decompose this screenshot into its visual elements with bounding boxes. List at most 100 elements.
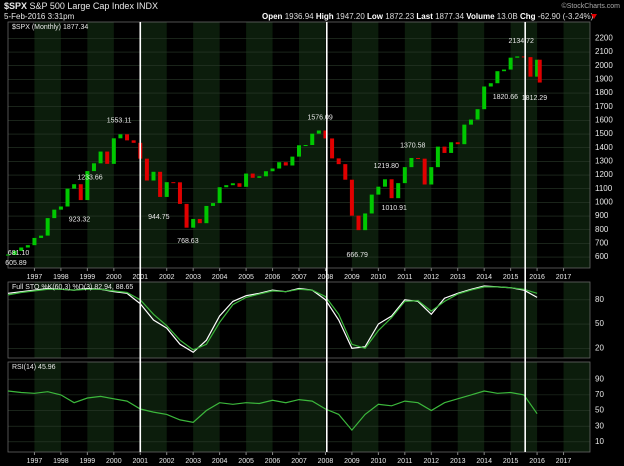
year-band: [510, 22, 538, 268]
index-name: S&P 500 Large Cap Index: [30, 1, 135, 11]
candle: [164, 182, 169, 197]
candle: [25, 245, 30, 248]
symbol: $SPX: [4, 1, 27, 11]
price-annotation: 1812.29: [522, 95, 547, 102]
candle: [535, 59, 540, 77]
candle: [382, 179, 387, 187]
candle: [151, 171, 156, 181]
candle: [144, 158, 149, 181]
candle: [290, 156, 295, 166]
x-tick-label: 2004: [212, 274, 228, 281]
candle: [158, 171, 163, 197]
year-band: [563, 282, 590, 358]
candle: [435, 146, 440, 168]
candle: [19, 247, 24, 251]
year-band: [193, 282, 220, 358]
x-tick-label: 2012: [423, 458, 439, 465]
candle: [389, 179, 394, 199]
year-band: [299, 282, 326, 358]
x-tick-label: 1999: [80, 458, 96, 465]
candle: [508, 57, 513, 70]
price-annotation: 1010.91: [382, 205, 407, 212]
candle: [310, 133, 315, 145]
candle: [105, 151, 110, 164]
x-tick-label: 2006: [265, 274, 281, 281]
y-tick-label: 600: [595, 252, 609, 261]
candle: [125, 134, 130, 141]
candle: [197, 218, 202, 224]
candle: [131, 140, 136, 143]
candle: [336, 158, 341, 165]
candle: [323, 130, 328, 139]
price-annotation: 1553.11: [107, 118, 132, 125]
quote-label: High: [316, 12, 334, 21]
candle: [488, 83, 493, 87]
price-annotation: 1233.66: [77, 174, 102, 181]
candle: [502, 69, 507, 72]
x-tick-label: 2015: [503, 274, 519, 281]
x-tick-label: 2006: [265, 458, 281, 465]
x-tick-label: 2015: [503, 458, 519, 465]
candle: [211, 203, 216, 206]
x-tick-label: 2011: [397, 458, 412, 465]
price-annotation: 1219.80: [374, 163, 399, 170]
x-tick-label: 2008: [318, 458, 334, 465]
candle: [455, 142, 460, 145]
candle: [349, 179, 354, 216]
panel-border: [7, 21, 591, 269]
y-tick-label: 1200: [595, 170, 613, 179]
y-tick-label: 1500: [595, 129, 613, 138]
x-tick-label: 2003: [185, 274, 201, 281]
year-band: [140, 362, 167, 452]
candle: [316, 130, 321, 134]
y-tick-label: 1100: [595, 184, 613, 193]
x-tick-label: 2010: [371, 458, 387, 465]
x-tick-label: 1998: [53, 274, 69, 281]
x-tick-label: 2004: [212, 458, 228, 465]
y-tick-label: 900: [595, 211, 609, 220]
x-tick-label: 2013: [450, 458, 466, 465]
x-tick-label: 2017: [556, 274, 572, 281]
candle: [442, 146, 447, 153]
exchange: INDX: [136, 1, 158, 11]
candle: [72, 184, 77, 189]
x-tick-label: 1997: [27, 458, 43, 465]
candle: [78, 184, 83, 201]
year-band: [563, 362, 590, 452]
candle: [32, 237, 37, 246]
quote-value: 1872.23: [385, 12, 414, 21]
x-tick-label: 2014: [476, 458, 492, 465]
y-tick-label: 10: [595, 437, 604, 446]
candle: [396, 183, 401, 199]
candle: [118, 134, 123, 139]
candle: [475, 109, 480, 120]
x-tick-label: 2000: [106, 458, 122, 465]
year-band: [457, 282, 485, 358]
x-tick-label: 2007: [291, 274, 307, 281]
candle: [416, 157, 421, 159]
year-band: [34, 282, 61, 358]
year-band: [457, 362, 485, 452]
candle: [376, 186, 381, 195]
y-tick-label: 700: [595, 239, 609, 248]
year-band: [34, 362, 61, 452]
candle: [303, 145, 308, 146]
price-annotation: 2134.72: [509, 38, 534, 45]
year-band: [510, 282, 538, 358]
panel-border: [7, 281, 591, 359]
year-band: [404, 362, 432, 452]
candle: [224, 185, 229, 188]
x-tick-label: 2002: [159, 274, 175, 281]
y-tick-label: 1800: [595, 88, 613, 97]
credit: ©StockCharts.com: [562, 2, 621, 10]
candle: [409, 157, 414, 168]
panel-title: RSI(14) 45.96: [12, 364, 56, 371]
candle: [39, 235, 44, 238]
candle: [58, 206, 63, 210]
candle: [12, 250, 17, 256]
x-tick-label: 2012: [423, 274, 439, 281]
price-annotation: 944.75: [148, 214, 170, 221]
quote-label: Volume: [466, 12, 495, 21]
y-tick-label: 70: [595, 390, 604, 399]
